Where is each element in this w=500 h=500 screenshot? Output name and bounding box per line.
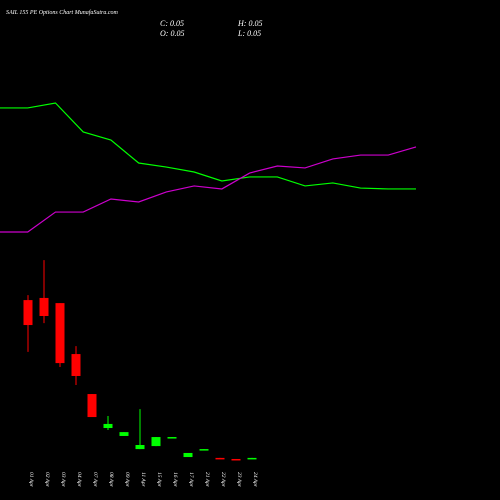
low-info: L: 0.05 xyxy=(237,29,261,38)
close-info: C: 0.05 xyxy=(160,19,184,28)
candle-body xyxy=(23,300,33,326)
candle-body xyxy=(39,297,49,317)
candle-body xyxy=(215,457,225,460)
x-tick-label: 15 Apr xyxy=(156,472,162,488)
x-tick-label: 11 Apr xyxy=(140,472,146,487)
line-series xyxy=(0,146,417,233)
x-tick-label: 03 Apr xyxy=(60,472,66,488)
x-tick-label: 17 Apr xyxy=(188,472,194,488)
x-tick-label: 24 Apr xyxy=(252,472,259,488)
high-info: H: 0.05 xyxy=(237,19,262,28)
candle-body xyxy=(247,457,257,460)
x-tick-label: 02 Apr xyxy=(44,472,50,488)
x-tick-label: 01 Apr xyxy=(28,472,34,488)
candle-body xyxy=(135,445,145,450)
line-series xyxy=(0,102,416,190)
x-tick-label: 08 Apr xyxy=(108,472,114,488)
candle-body xyxy=(103,423,113,429)
candle-body xyxy=(231,458,241,461)
candle-body xyxy=(199,449,209,451)
candle-body xyxy=(71,354,81,376)
x-tick-label: 07 Apr xyxy=(92,472,98,488)
x-tick-label: 22 Apr xyxy=(220,472,226,488)
chart-title: SAIL 155 PE Options Chart MunafaSutra.co… xyxy=(6,9,119,16)
candle-body xyxy=(87,394,97,418)
x-tick-label: 09 Apr xyxy=(124,472,130,488)
x-tick-label: 23 Apr xyxy=(236,472,242,488)
candle-body xyxy=(151,437,161,447)
x-tick-label: 16 Apr xyxy=(172,472,178,488)
x-tick-label: 04 Apr xyxy=(76,472,83,488)
x-tick-label: 21 Apr xyxy=(204,472,210,488)
candle-body xyxy=(183,452,193,458)
candle-body xyxy=(55,303,65,364)
candle-body xyxy=(167,437,177,439)
candle-body xyxy=(119,432,129,436)
open-info: O: 0.05 xyxy=(160,29,184,38)
